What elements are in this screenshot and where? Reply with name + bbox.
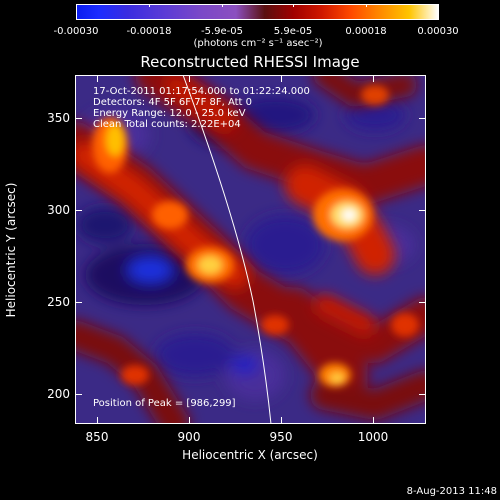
colorbar-label: -5.9e-05 <box>201 26 243 37</box>
y-tick-label: 350 <box>47 111 70 125</box>
colorbar-label: 0.00030 <box>417 26 459 37</box>
y-tick-label: 200 <box>47 387 70 401</box>
colorbar-tick <box>366 4 367 7</box>
y-tick <box>75 394 82 395</box>
x-axis-title: Heliocentric X (arcsec) <box>182 448 318 462</box>
y-axis-title: Heliocentric Y (arcsec) <box>4 182 18 318</box>
x-tick-label: 1000 <box>357 430 389 444</box>
x-tick <box>373 75 374 82</box>
info-time-range: 17-Oct-2011 01:17:54.000 to 01:22:24.000 <box>93 86 310 97</box>
colorbar-tick <box>438 4 439 7</box>
x-tick <box>281 75 282 82</box>
x-tick <box>281 417 282 424</box>
y-tick <box>75 210 82 211</box>
x-tick <box>189 417 190 424</box>
peak-position: Position of Peak = [986,299] <box>93 398 236 409</box>
y-tick-label: 250 <box>47 295 70 309</box>
colorbar-tick <box>76 4 77 7</box>
x-tick-label: 900 <box>177 430 201 444</box>
info-energy-range: Energy Range: 12.0 - 25.0 keV <box>93 108 246 119</box>
colorbar <box>76 4 439 20</box>
y-tick-label: 300 <box>47 203 70 217</box>
colorbar-label: 5.9e-05 <box>273 26 313 37</box>
colorbar-label: -0.00018 <box>126 26 172 37</box>
plot-title: Reconstructed RHESSI Image <box>140 53 360 71</box>
solar-limb-line <box>182 75 272 424</box>
info-detectors: Detectors: 4F 5F 6F 7F 8F, Att 0 <box>93 97 253 108</box>
y-tick <box>419 118 426 119</box>
colorbar-units: (photons cm⁻² s⁻¹ asec⁻²) <box>193 38 323 49</box>
x-tick <box>97 75 98 82</box>
y-tick <box>75 118 82 119</box>
colorbar-label: -0.00030 <box>53 26 99 37</box>
colorbar-label: 0.00018 <box>345 26 387 37</box>
x-tick <box>189 75 190 82</box>
x-tick <box>373 417 374 424</box>
y-tick <box>419 302 426 303</box>
datestamp: 8-Aug-2013 11:48 <box>406 486 497 497</box>
y-tick <box>75 302 82 303</box>
x-tick <box>97 417 98 424</box>
rhessi-image <box>75 75 426 424</box>
y-tick <box>419 210 426 211</box>
colorbar-tick <box>293 4 294 7</box>
x-tick-label: 850 <box>85 430 109 444</box>
x-tick-label: 950 <box>269 430 293 444</box>
y-tick <box>419 394 426 395</box>
info-counts: Clean Total counts: 2.22E+04 <box>93 119 241 130</box>
colorbar-tick <box>222 4 223 7</box>
image-heatmap <box>75 75 426 424</box>
colorbar-tick <box>149 4 150 7</box>
